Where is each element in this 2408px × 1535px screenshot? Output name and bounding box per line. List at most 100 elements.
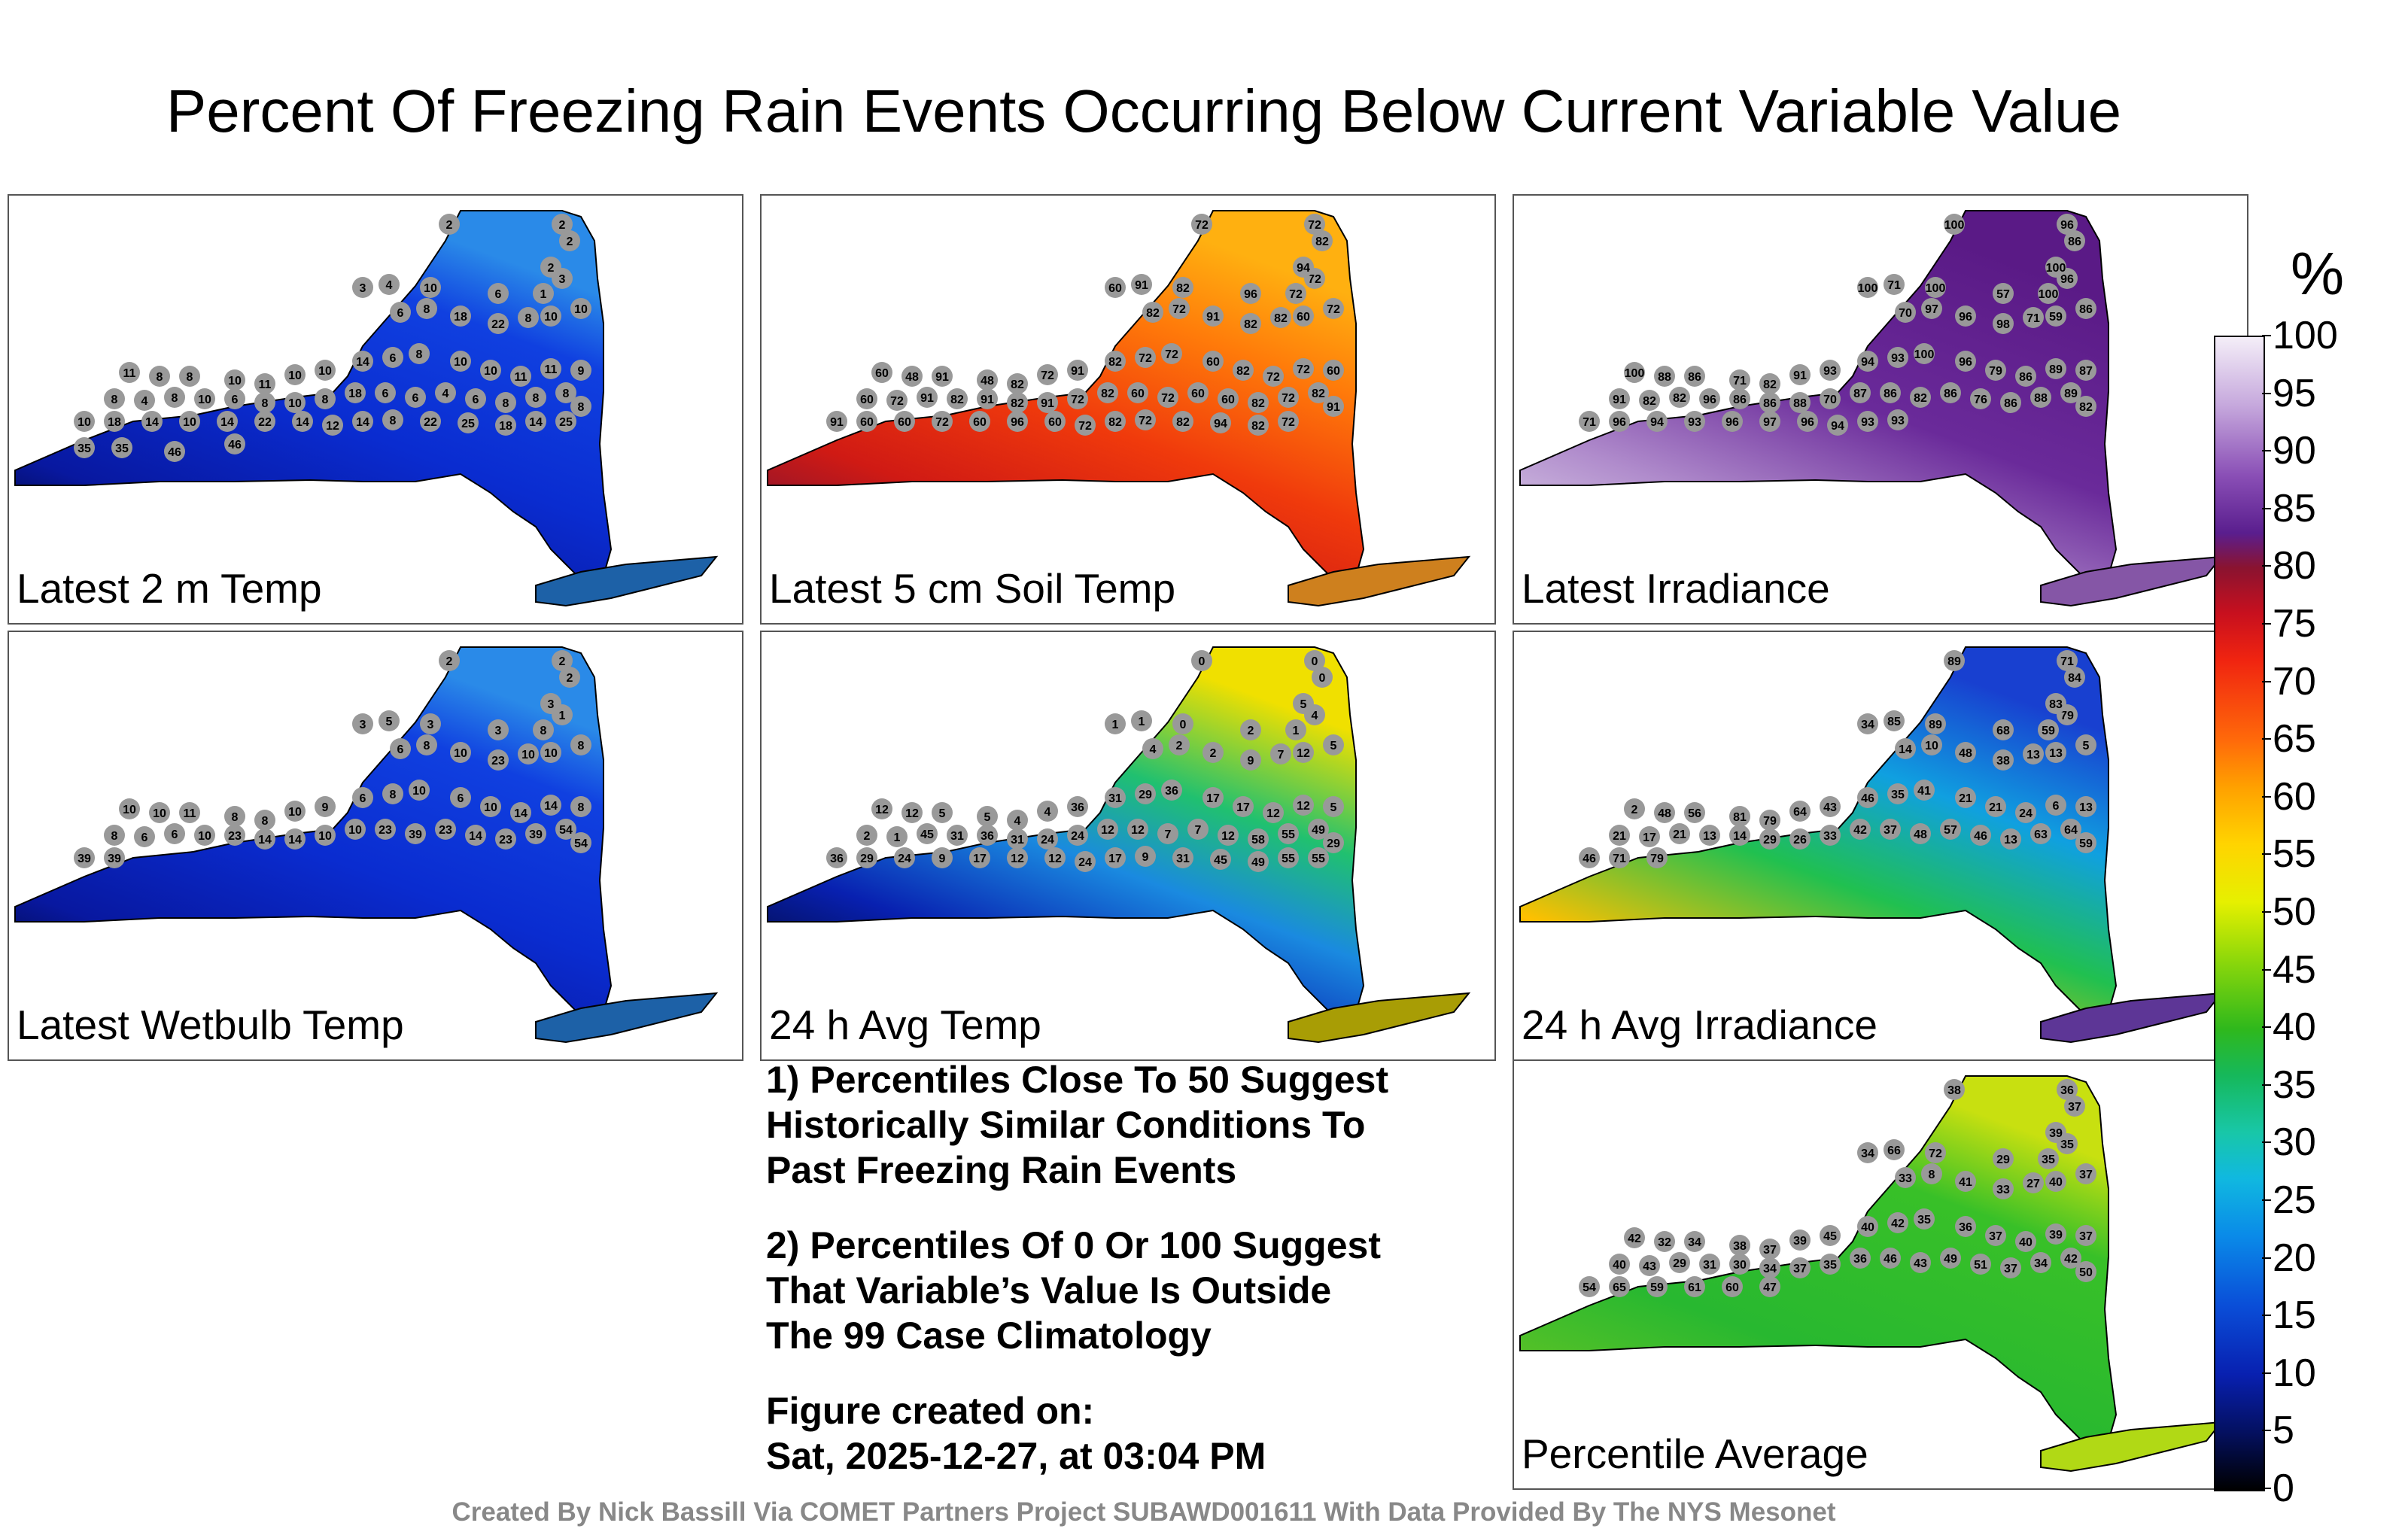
station-marker: 45 xyxy=(1820,1225,1841,1246)
state-outline xyxy=(14,646,613,1017)
notes-block: 1) Percentiles Close To 50 Suggest Histo… xyxy=(766,1057,1481,1479)
station-marker: 72 xyxy=(1304,214,1325,235)
station-value: 1 xyxy=(1139,716,1145,728)
station-value: 38 xyxy=(1733,1240,1747,1253)
station-value: 100 xyxy=(1926,282,1946,295)
station-marker: 10 xyxy=(119,798,140,819)
station-marker: 71 xyxy=(1884,274,1905,295)
station-value: 60 xyxy=(1221,394,1235,406)
station-value: 94 xyxy=(1650,416,1664,429)
colorbar-tick-label: 50 xyxy=(2273,890,2316,934)
map-panel-avgtemp24: 0 0 0 1 1 0 2 1 4 5 4 2 2 9 7 12 5 12 12 5 5 4 4 36 31 29 36 17 17 12… xyxy=(760,631,1496,1061)
station-marker: 70 xyxy=(1895,302,1916,323)
station-marker: 8 xyxy=(533,719,554,740)
station-marker: 1 xyxy=(1131,710,1152,731)
station-value: 91 xyxy=(935,371,949,384)
station-value: 22 xyxy=(258,416,272,429)
station-value: 21 xyxy=(1613,830,1626,843)
station-value: 10 xyxy=(153,807,166,820)
station-value: 71 xyxy=(1583,416,1596,429)
station-marker: 10 xyxy=(540,305,561,327)
station-value: 89 xyxy=(1947,655,1961,668)
station-marker: 91 xyxy=(1037,392,1058,413)
map-panel-average: 38 36 37 34 66 72 29 35 35 39 33 8 41 33 27 40 37 42 32 34 3… xyxy=(1513,1059,2248,1490)
station-value: 56 xyxy=(1688,807,1701,820)
station-marker: 31 xyxy=(1172,847,1193,868)
station-marker: 10 xyxy=(284,392,306,413)
station-value: 1 xyxy=(559,710,566,722)
station-marker: 72 xyxy=(1169,298,1190,319)
colorbar-tick-label: 45 xyxy=(2273,947,2316,992)
station-marker: 9 xyxy=(932,847,953,868)
station-marker: 5 xyxy=(932,802,953,823)
station-marker: 40 xyxy=(2015,1231,2036,1252)
station-marker: 71 xyxy=(2023,307,2044,328)
station-marker: 97 xyxy=(1921,298,1942,319)
state-outline xyxy=(14,210,613,581)
station-value: 96 xyxy=(1244,288,1257,301)
colorbar-tick-mark xyxy=(2262,1199,2271,1201)
station-marker: 91 xyxy=(977,388,998,409)
station-marker: 17 xyxy=(1105,847,1126,868)
station-value: 97 xyxy=(1763,416,1777,429)
colorbar-tick-mark xyxy=(2262,392,2271,394)
station-value: 8 xyxy=(157,371,163,384)
station-marker: 4 xyxy=(435,382,456,403)
station-marker: 72 xyxy=(1135,347,1156,368)
station-marker: 8 xyxy=(416,734,437,755)
station-value: 72 xyxy=(1327,303,1340,316)
station-value: 91 xyxy=(1613,394,1626,406)
station-marker: 37 xyxy=(2064,1096,2085,1117)
station-marker: 14 xyxy=(217,411,238,432)
station-marker: 8 xyxy=(224,806,245,827)
station-value: 94 xyxy=(1214,418,1227,430)
station-value: 8 xyxy=(563,388,570,400)
station-value: 10 xyxy=(412,785,426,798)
station-value: 97 xyxy=(1925,303,1938,316)
legend-unit: % xyxy=(2291,240,2345,307)
station-value: 18 xyxy=(348,388,362,400)
station-marker: 48 xyxy=(1654,802,1675,823)
station-marker: 14 xyxy=(1729,825,1750,846)
station-marker: 82 xyxy=(1312,230,1333,251)
map-panel-wetbulb: 2 2 2 3 5 3 3 8 1 3 6 8 10 23 10 10 8 10 10 11 8 8 10 9 6 8 10 6 10 1… xyxy=(8,631,743,1061)
station-marker: 27 xyxy=(2023,1172,2044,1193)
station-value: 25 xyxy=(461,418,475,430)
station-value: 91 xyxy=(1206,311,1220,324)
station-value: 49 xyxy=(1251,856,1265,869)
station-marker: 12 xyxy=(1127,819,1148,840)
station-value: 100 xyxy=(2039,288,2059,301)
station-marker: 36 xyxy=(826,847,847,868)
station-value: 5 xyxy=(939,807,946,820)
station-value: 72 xyxy=(1165,348,1178,361)
station-value: 91 xyxy=(1793,369,1807,382)
station-value: 91 xyxy=(1071,365,1084,378)
station-marker: 2 xyxy=(552,650,573,671)
station-marker: 96 xyxy=(1722,411,1743,432)
station-marker: 8 xyxy=(570,396,591,417)
station-marker: 91 xyxy=(932,366,953,387)
station-marker: 23 xyxy=(375,819,396,840)
station-marker: 40 xyxy=(1857,1216,1878,1237)
station-value: 37 xyxy=(2079,1169,2093,1181)
station-marker: 10 xyxy=(1921,734,1942,755)
station-value: 93 xyxy=(1823,365,1837,378)
station-marker: 13 xyxy=(2075,796,2096,817)
station-value: 46 xyxy=(1884,1253,1897,1266)
station-value: 59 xyxy=(1650,1281,1664,1294)
station-marker: 33 xyxy=(1993,1178,2014,1199)
station-value: 1 xyxy=(1112,719,1119,731)
station-marker: 18 xyxy=(104,411,125,432)
station-marker: 7 xyxy=(1157,823,1178,844)
station-marker: 8 xyxy=(1921,1163,1942,1184)
station-marker: 94 xyxy=(1857,351,1878,372)
colorbar-tick-mark xyxy=(2262,738,2271,740)
station-marker: 60 xyxy=(1722,1276,1743,1297)
station-marker: 21 xyxy=(1609,825,1630,846)
station-value: 82 xyxy=(1011,397,1024,410)
station-value: 48 xyxy=(1959,747,1972,760)
panel-label: Latest Wetbulb Temp xyxy=(17,1002,404,1048)
station-value: 7 xyxy=(1195,824,1202,837)
station-value: 6 xyxy=(412,392,419,405)
station-marker: 35 xyxy=(1820,1254,1841,1275)
